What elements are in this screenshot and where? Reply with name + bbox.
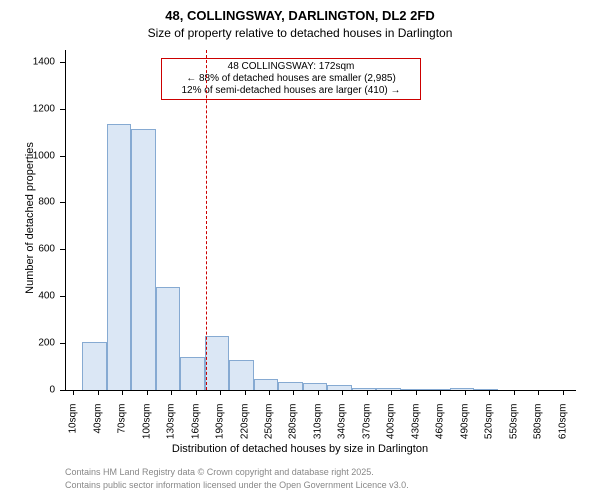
x-tick-label: 190sqm bbox=[215, 404, 226, 454]
y-tick-mark bbox=[60, 296, 65, 297]
y-tick-label: 1000 bbox=[0, 150, 55, 161]
histogram-bar bbox=[401, 389, 425, 390]
histogram-bar bbox=[303, 383, 327, 390]
x-tick-label: 280sqm bbox=[288, 404, 299, 454]
x-tick-label: 610sqm bbox=[557, 404, 568, 454]
x-tick-mark bbox=[171, 390, 172, 395]
x-tick-mark bbox=[318, 390, 319, 395]
y-tick-label: 600 bbox=[0, 244, 55, 255]
x-tick-mark bbox=[416, 390, 417, 395]
x-tick-label: 310sqm bbox=[312, 404, 323, 454]
footer-line2: Contains public sector information licen… bbox=[65, 480, 409, 490]
histogram-bar bbox=[180, 357, 204, 390]
x-tick-label: 430sqm bbox=[410, 404, 421, 454]
y-tick-label: 1200 bbox=[0, 103, 55, 114]
histogram-bar bbox=[205, 336, 229, 390]
x-tick-mark bbox=[465, 390, 466, 395]
plot-area: 48 COLLINGSWAY: 172sqm ← 88% of detached… bbox=[65, 50, 576, 391]
histogram-bar bbox=[425, 389, 449, 390]
y-tick-mark bbox=[60, 390, 65, 391]
annotation-box: 48 COLLINGSWAY: 172sqm ← 88% of detached… bbox=[161, 58, 421, 100]
x-tick-label: 490sqm bbox=[459, 404, 470, 454]
x-tick-mark bbox=[220, 390, 221, 395]
x-tick-label: 40sqm bbox=[92, 404, 103, 454]
histogram-bar bbox=[107, 124, 131, 390]
histogram-bar bbox=[229, 360, 253, 390]
annotation-line1: 48 COLLINGSWAY: 172sqm bbox=[166, 61, 416, 73]
y-tick-mark bbox=[60, 62, 65, 63]
x-tick-label: 220sqm bbox=[239, 404, 250, 454]
y-tick-label: 1400 bbox=[0, 56, 55, 67]
x-tick-mark bbox=[122, 390, 123, 395]
x-tick-mark bbox=[73, 390, 74, 395]
footer-line1: Contains HM Land Registry data © Crown c… bbox=[65, 467, 374, 477]
x-tick-mark bbox=[391, 390, 392, 395]
chart-container: 48, COLLINGSWAY, DARLINGTON, DL2 2FD Siz… bbox=[0, 0, 600, 500]
x-tick-mark bbox=[514, 390, 515, 395]
y-tick-label: 800 bbox=[0, 197, 55, 208]
y-tick-mark bbox=[60, 156, 65, 157]
x-tick-label: 10sqm bbox=[68, 404, 79, 454]
x-tick-mark bbox=[98, 390, 99, 395]
x-tick-label: 520sqm bbox=[484, 404, 495, 454]
x-tick-mark bbox=[563, 390, 564, 395]
x-tick-mark bbox=[269, 390, 270, 395]
histogram-bar bbox=[156, 287, 180, 390]
y-tick-label: 400 bbox=[0, 291, 55, 302]
x-tick-mark bbox=[196, 390, 197, 395]
x-tick-mark bbox=[489, 390, 490, 395]
histogram-bar bbox=[82, 342, 106, 390]
x-tick-label: 370sqm bbox=[361, 404, 372, 454]
y-tick-label: 0 bbox=[0, 385, 55, 396]
annotation-line3: 12% of semi-detached houses are larger (… bbox=[166, 85, 416, 97]
x-tick-label: 580sqm bbox=[533, 404, 544, 454]
histogram-bar bbox=[254, 379, 278, 390]
chart-title: 48, COLLINGSWAY, DARLINGTON, DL2 2FD bbox=[0, 8, 600, 23]
y-tick-mark bbox=[60, 109, 65, 110]
histogram-bar bbox=[278, 382, 302, 390]
x-tick-mark bbox=[342, 390, 343, 395]
histogram-bar bbox=[327, 385, 351, 390]
histogram-bar bbox=[474, 389, 498, 390]
x-tick-label: 340sqm bbox=[337, 404, 348, 454]
histogram-bar bbox=[352, 388, 376, 390]
y-tick-mark bbox=[60, 202, 65, 203]
x-tick-label: 550sqm bbox=[508, 404, 519, 454]
y-tick-mark bbox=[60, 249, 65, 250]
x-tick-label: 100sqm bbox=[141, 404, 152, 454]
y-tick-mark bbox=[60, 343, 65, 344]
x-tick-mark bbox=[367, 390, 368, 395]
chart-subtitle: Size of property relative to detached ho… bbox=[0, 26, 600, 40]
x-tick-mark bbox=[538, 390, 539, 395]
x-tick-label: 130sqm bbox=[166, 404, 177, 454]
x-tick-mark bbox=[293, 390, 294, 395]
y-tick-label: 200 bbox=[0, 338, 55, 349]
x-tick-label: 250sqm bbox=[264, 404, 275, 454]
x-tick-label: 70sqm bbox=[117, 404, 128, 454]
histogram-bar bbox=[376, 388, 400, 390]
x-tick-label: 160sqm bbox=[190, 404, 201, 454]
x-tick-label: 400sqm bbox=[386, 404, 397, 454]
marker-line bbox=[206, 50, 207, 390]
x-tick-mark bbox=[147, 390, 148, 395]
y-axis-label: Number of detached properties bbox=[24, 118, 36, 318]
x-tick-label: 460sqm bbox=[435, 404, 446, 454]
histogram-bar bbox=[131, 129, 155, 390]
x-tick-mark bbox=[440, 390, 441, 395]
histogram-bar bbox=[450, 388, 474, 390]
annotation-line2: ← 88% of detached houses are smaller (2,… bbox=[166, 73, 416, 85]
x-tick-mark bbox=[245, 390, 246, 395]
